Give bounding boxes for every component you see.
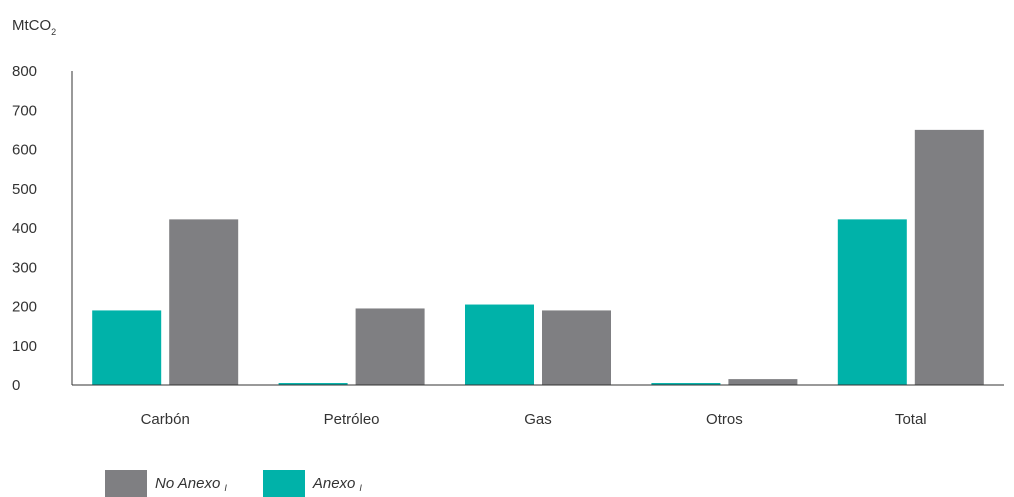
bar-no-anexo <box>355 308 425 385</box>
y-tick-label: 500 <box>12 181 37 198</box>
bar-no-anexo <box>914 129 984 385</box>
x-tick-label: Gas <box>524 411 552 428</box>
legend-sub-no-anexo: I <box>224 482 227 493</box>
bar-anexo <box>651 383 721 385</box>
legend-label-no-anexo: No Anexo <box>155 475 221 492</box>
legend-label-anexo: Anexo <box>312 475 356 492</box>
y-tick-label: 700 <box>12 102 37 119</box>
bars-group <box>92 129 984 385</box>
bar-anexo <box>837 219 907 385</box>
bar-anexo <box>465 304 534 385</box>
legend-sub-anexo: I <box>359 482 362 493</box>
y-tick-label: 300 <box>12 259 37 276</box>
y-unit-base: MtCO <box>12 17 51 34</box>
y-tick-label: 0 <box>12 377 20 394</box>
bar-chart: MtCO2 0 100 200 300 400 500 600 700 800 Carbón Pe… <box>12 17 1004 428</box>
bar-anexo <box>92 310 162 385</box>
y-axis: 0 100 200 300 400 500 600 700 800 <box>12 63 73 394</box>
bar-no-anexo <box>542 310 611 385</box>
x-axis: Carbón Petróleo Gas Otros Total <box>72 384 1004 428</box>
y-unit-label: MtCO2 <box>12 17 56 37</box>
legend: No Anexo I Anexo I <box>105 470 398 497</box>
y-tick-label: 100 <box>12 338 37 355</box>
x-tick-label: Total <box>895 411 927 428</box>
legend-item-no-anexo: No Anexo I <box>105 470 227 497</box>
bar-no-anexo <box>169 219 239 385</box>
bar-no-anexo <box>728 379 798 385</box>
legend-swatch-anexo <box>262 470 305 497</box>
y-unit-subscript: 2 <box>51 27 56 37</box>
legend-swatch-no-anexo <box>105 470 147 497</box>
y-tick-label: 400 <box>12 220 37 237</box>
y-tick-label: 600 <box>12 142 37 159</box>
x-tick-label: Petróleo <box>324 411 380 428</box>
x-tick-label: Otros <box>706 411 743 428</box>
x-tick-label: Carbón <box>141 411 190 428</box>
y-tick-label: 800 <box>12 63 37 80</box>
y-tick-label: 200 <box>12 299 37 316</box>
legend-item-anexo: Anexo I <box>262 470 362 497</box>
bar-anexo <box>278 383 348 385</box>
